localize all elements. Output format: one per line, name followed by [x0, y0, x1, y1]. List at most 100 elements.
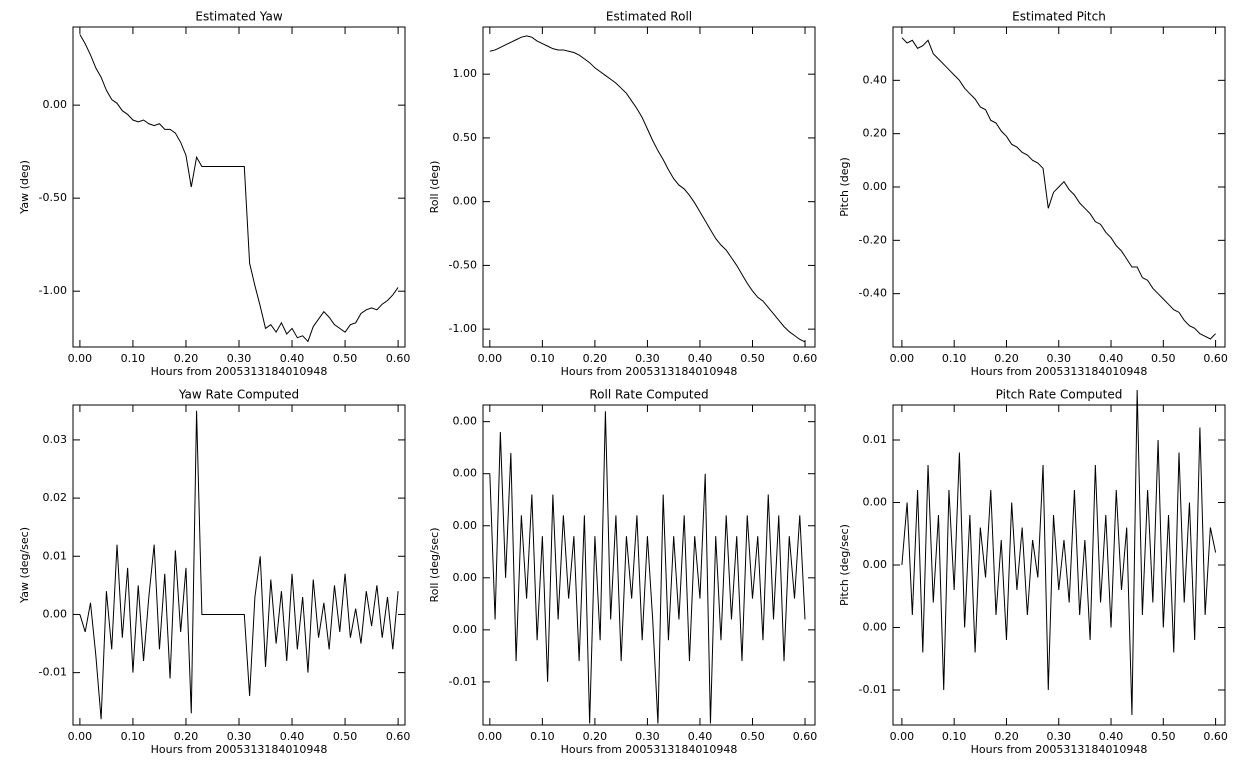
data-line: [489, 411, 806, 724]
x-axis-label: Hours from 2005313184010948: [151, 365, 328, 378]
x-tick-label: 0.40: [280, 730, 305, 743]
chart-title: Estimated Roll: [606, 10, 692, 24]
chart-title: Roll Rate Computed: [589, 388, 708, 402]
y-axis-label: Yaw (deg): [18, 160, 31, 215]
x-tick-label: 0.40: [1099, 730, 1124, 743]
chart-title: Pitch Rate Computed: [996, 388, 1123, 402]
x-tick-label: 0.30: [1046, 352, 1071, 365]
x-tick-label: 0.20: [174, 352, 199, 365]
plot-frame: [482, 404, 816, 726]
x-tick-label: 0.20: [583, 352, 608, 365]
x-axis-label: Hours from 2005313184010948: [151, 743, 328, 756]
x-tick-label: 0.20: [583, 730, 608, 743]
y-axis-label: Yaw (deg/sec): [18, 527, 31, 604]
x-tick-label: 0.20: [994, 730, 1019, 743]
x-tick-label: 0.10: [942, 730, 967, 743]
y-tick-label: 0.00: [453, 195, 478, 208]
x-tick-label: 0.30: [635, 352, 660, 365]
data-line: [489, 35, 806, 343]
x-tick-label: 0.50: [740, 352, 765, 365]
x-tick-label: 0.10: [942, 352, 967, 365]
y-tick-label: -0.20: [859, 233, 887, 246]
y-axis-label: Roll (deg/sec): [428, 527, 441, 602]
x-axis-label: Hours from 2005313184010948: [971, 365, 1148, 378]
y-tick-label: 0.00: [43, 98, 68, 111]
y-tick-label: -0.01: [859, 683, 887, 696]
y-tick-label: 0.03: [43, 433, 68, 446]
plot-frame: [72, 26, 406, 348]
x-tick-label: 0.60: [793, 352, 818, 365]
x-tick-label: 0.40: [688, 730, 713, 743]
x-tick-label: 0.50: [1151, 730, 1176, 743]
y-tick-label: 0.00: [453, 571, 478, 584]
x-tick-label: 0.10: [530, 730, 555, 743]
y-tick-label: 0.00: [453, 519, 478, 532]
y-tick-label: -0.01: [39, 666, 67, 679]
y-tick-label: -0.50: [449, 258, 477, 271]
x-tick-label: 0.60: [386, 352, 411, 365]
x-tick-label: 0.50: [1151, 352, 1176, 365]
y-tick-label: 0.40: [863, 73, 888, 86]
x-tick-label: 0.00: [68, 352, 93, 365]
y-tick-label: -0.50: [39, 191, 67, 204]
x-tick-label: 0.40: [1099, 352, 1124, 365]
x-tick-label: 0.00: [890, 352, 915, 365]
y-tick-label: -0.40: [859, 287, 887, 300]
chart-title: Estimated Yaw: [195, 10, 282, 24]
x-axis-label: Hours from 2005313184010948: [561, 365, 738, 378]
y-tick-label: 0.00: [453, 467, 478, 480]
data-line: [79, 410, 399, 720]
x-tick-label: 0.30: [227, 730, 252, 743]
chart-title: Yaw Rate Computed: [178, 388, 299, 402]
y-tick-label: 0.20: [863, 127, 888, 140]
x-tick-label: 0.50: [333, 352, 358, 365]
y-tick-label: -0.01: [449, 675, 477, 688]
x-tick-label: 0.60: [1203, 352, 1228, 365]
y-tick-label: 0.50: [453, 131, 478, 144]
plot-frame: [892, 404, 1226, 726]
plot-frame: [482, 26, 816, 348]
x-tick-label: 0.00: [478, 352, 503, 365]
x-tick-label: 0.50: [740, 730, 765, 743]
x-tick-label: 0.00: [890, 730, 915, 743]
plot-frame: [72, 404, 406, 726]
x-tick-label: 0.00: [478, 730, 503, 743]
y-tick-label: 0.00: [453, 623, 478, 636]
y-tick-label: 0.00: [863, 558, 888, 571]
y-tick-label: 0.02: [43, 491, 68, 504]
y-tick-label: 1.00: [453, 67, 478, 80]
x-tick-label: 0.20: [174, 730, 199, 743]
x-tick-label: 0.60: [1203, 730, 1228, 743]
x-tick-label: 0.00: [68, 730, 93, 743]
data-line: [901, 389, 1217, 716]
x-tick-label: 0.40: [688, 352, 713, 365]
y-tick-label: 0.00: [43, 607, 68, 620]
x-tick-label: 0.30: [635, 730, 660, 743]
y-tick-label: -1.00: [39, 284, 67, 297]
x-tick-label: 0.40: [280, 352, 305, 365]
y-tick-label: 0.00: [863, 496, 888, 509]
x-axis-label: Hours from 2005313184010948: [971, 743, 1148, 756]
chart-title: Estimated Pitch: [1012, 10, 1106, 24]
y-tick-label: 0.01: [863, 433, 888, 446]
y-tick-label: 0.00: [453, 415, 478, 428]
x-tick-label: 0.50: [333, 730, 358, 743]
data-line: [79, 34, 399, 343]
data-line: [901, 37, 1216, 340]
x-tick-label: 0.60: [793, 730, 818, 743]
x-tick-label: 0.30: [227, 352, 252, 365]
x-tick-label: 0.60: [386, 730, 411, 743]
y-axis-label: Pitch (deg/sec): [838, 524, 851, 606]
y-axis-label: Pitch (deg): [838, 157, 851, 217]
y-axis-label: Roll (deg): [428, 161, 441, 214]
x-tick-label: 0.30: [1046, 730, 1071, 743]
y-tick-label: 0.00: [863, 621, 888, 634]
x-axis-label: Hours from 2005313184010948: [561, 743, 738, 756]
y-tick-label: -1.00: [449, 322, 477, 335]
y-tick-label: 0.01: [43, 549, 68, 562]
x-tick-label: 0.10: [530, 352, 555, 365]
x-tick-label: 0.20: [994, 352, 1019, 365]
x-tick-label: 0.10: [121, 352, 146, 365]
y-tick-label: 0.00: [863, 180, 888, 193]
